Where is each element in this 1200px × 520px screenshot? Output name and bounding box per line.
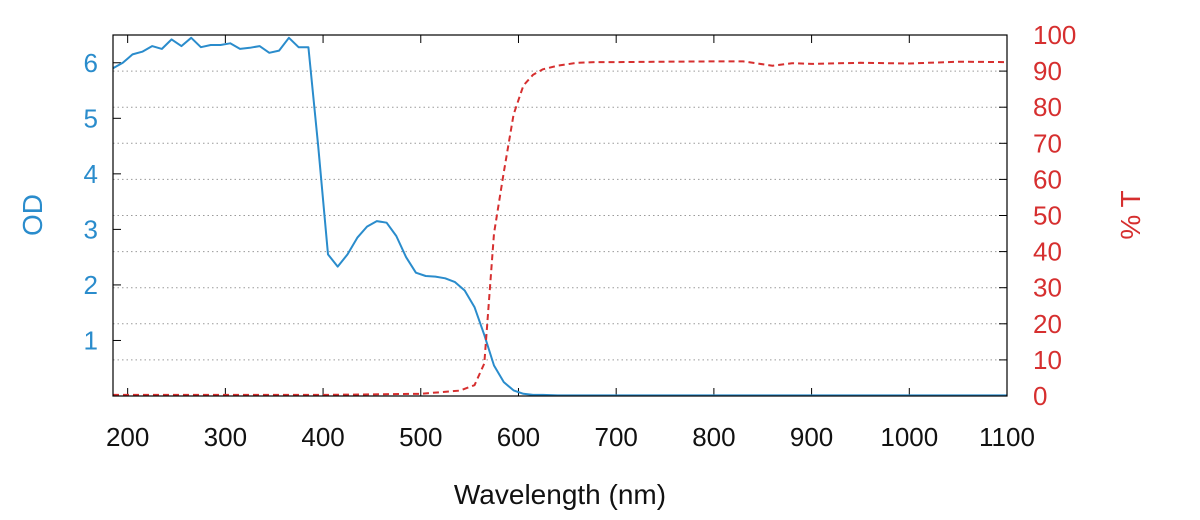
left-y-tick-label: 2	[84, 270, 98, 300]
left-y-tick-label: 6	[84, 48, 98, 78]
right-y-tick-label: 0	[1033, 381, 1047, 411]
right-y-tick-label: 80	[1033, 92, 1062, 122]
x-tick-label: 200	[106, 422, 149, 452]
right-y-tick-label: 50	[1033, 201, 1062, 231]
x-tick-label: 300	[204, 422, 247, 452]
x-axis-title: Wavelength (nm)	[454, 479, 666, 510]
series-layer	[112, 36, 1008, 397]
od-series-line	[112, 36, 1007, 397]
x-tick-label: 1100	[979, 422, 1035, 452]
left-y-tick-label: 5	[84, 103, 98, 133]
left-y-axis-title: OD	[17, 194, 48, 236]
right-y-tick-label: 60	[1033, 164, 1062, 194]
x-tick-label: 700	[594, 422, 637, 452]
gridlines	[113, 34, 1007, 361]
left-y-tick-label: 3	[84, 214, 98, 244]
right-y-tick-label: 70	[1033, 128, 1062, 158]
x-tick-label: 900	[790, 422, 833, 452]
left-y-tick-label: 1	[84, 325, 98, 355]
left-y-tick-label: 4	[84, 159, 98, 189]
x-tick-label: 400	[301, 422, 344, 452]
x-tick-label: 800	[692, 422, 735, 452]
x-tick-label: 500	[399, 422, 442, 452]
tick-labels: 200 300 400 500 600 700 800 900 1000 110012345601…	[84, 20, 1077, 452]
plot-frame	[112, 34, 1008, 397]
x-tick-label: 600	[497, 422, 540, 452]
transmission-series-line	[113, 60, 1008, 396]
right-y-tick-label: 90	[1033, 56, 1062, 86]
right-y-axis-title: % T	[1115, 190, 1146, 239]
x-tick-label: 1000	[880, 422, 938, 452]
right-y-tick-label: 100	[1033, 20, 1076, 50]
right-y-tick-label: 40	[1033, 237, 1062, 267]
right-y-tick-label: 20	[1033, 309, 1062, 339]
right-y-tick-label: 10	[1033, 345, 1062, 375]
right-y-tick-label: 30	[1033, 273, 1062, 303]
